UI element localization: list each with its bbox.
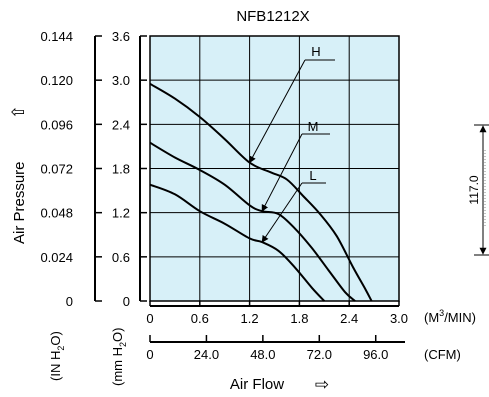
y-axis-in-tick-label: 0 bbox=[66, 294, 73, 309]
x-axis-title-arrow: ⇨ bbox=[315, 375, 329, 394]
y-axis-mm-unit: (mm H2O) bbox=[110, 328, 128, 386]
dimension-label: 117.0 bbox=[467, 175, 481, 204]
curve-labels: H M L bbox=[249, 44, 335, 243]
x-axis-m3-ticks: 0 0.6 1.2 1.8 2.4 3.0 bbox=[146, 301, 408, 326]
x-axis-cfm-tick-label: 96.0 bbox=[363, 347, 388, 362]
y-axis-mm-tick-label: 3.0 bbox=[112, 73, 130, 88]
chart-title: NFB1212X bbox=[236, 8, 309, 25]
y-axis-in-tick-label: 0.144 bbox=[40, 29, 73, 44]
y-axis-mm-tick-label: 0 bbox=[123, 294, 130, 309]
y-axis-mm-tick-label: 1.2 bbox=[112, 206, 130, 221]
x-axis-cfm-tick-label: 48.0 bbox=[250, 347, 275, 362]
y-axis-in-unit: (IN H2O) bbox=[48, 331, 66, 381]
x-axis-cfm-tick-label: 0 bbox=[146, 347, 153, 362]
leader-arrow bbox=[249, 59, 306, 164]
curve-l bbox=[149, 183, 326, 302]
y-axis-mm-tick-label: 3.6 bbox=[112, 29, 130, 44]
curve-label-h: H bbox=[311, 44, 320, 59]
curve-label-l: L bbox=[309, 168, 316, 183]
x-axis-cfm-tick-label: 24.0 bbox=[194, 347, 219, 362]
curve-m bbox=[149, 141, 356, 302]
y-axis-in-tick-label: 0.072 bbox=[40, 162, 73, 177]
y-axis-title-arrow: ⇧ bbox=[9, 105, 28, 119]
x-axis-m3-tick-label: 1.8 bbox=[290, 311, 308, 326]
x-axis-m3-tick-label: 0 bbox=[146, 311, 153, 326]
y-axis-mm-tick-label: 2.4 bbox=[112, 117, 130, 132]
y-axis-mm-tick-label: 1.8 bbox=[112, 162, 130, 177]
x-axis-cfm-tick-label: 72.0 bbox=[307, 347, 332, 362]
x-axis-cfm-unit: (CFM) bbox=[424, 347, 461, 362]
y-axis-in-ticks: 0 0.024 0.048 0.072 0.096 0.120 0.144 bbox=[40, 29, 102, 309]
curve-label-m: M bbox=[308, 119, 319, 134]
x-axis-m3-tick-label: 0.6 bbox=[191, 311, 209, 326]
y-axis-in-tick-label: 0.120 bbox=[40, 73, 73, 88]
leader-arrow bbox=[261, 133, 303, 212]
y-axis-in-tick-label: 0.024 bbox=[40, 250, 73, 265]
x-axis-m3-tick-label: 3.0 bbox=[390, 311, 408, 326]
y-axis-in-tick-label: 0.048 bbox=[40, 206, 73, 221]
curves bbox=[149, 82, 373, 302]
y-axis-mm-tick-label: 0.6 bbox=[112, 250, 130, 265]
y-axis-title: Air Pressure bbox=[11, 161, 28, 244]
leader-arrow bbox=[261, 182, 303, 243]
x-axis-title: Air Flow bbox=[230, 376, 284, 393]
y-axis-mm-ticks: 0 0.6 1.2 1.8 2.4 3.0 3.6 bbox=[112, 29, 147, 309]
x-axis-cfm-ticks: 0 24.0 48.0 72.0 96.0 bbox=[146, 335, 388, 362]
x-axis-m3-tick-label: 2.4 bbox=[340, 311, 358, 326]
x-axis-m3-tick-label: 1.2 bbox=[241, 311, 259, 326]
curve-h bbox=[149, 82, 373, 302]
x-axis-m3-unit: (M3/MIN) bbox=[424, 308, 476, 325]
y-axis-in-tick-label: 0.096 bbox=[40, 117, 73, 132]
